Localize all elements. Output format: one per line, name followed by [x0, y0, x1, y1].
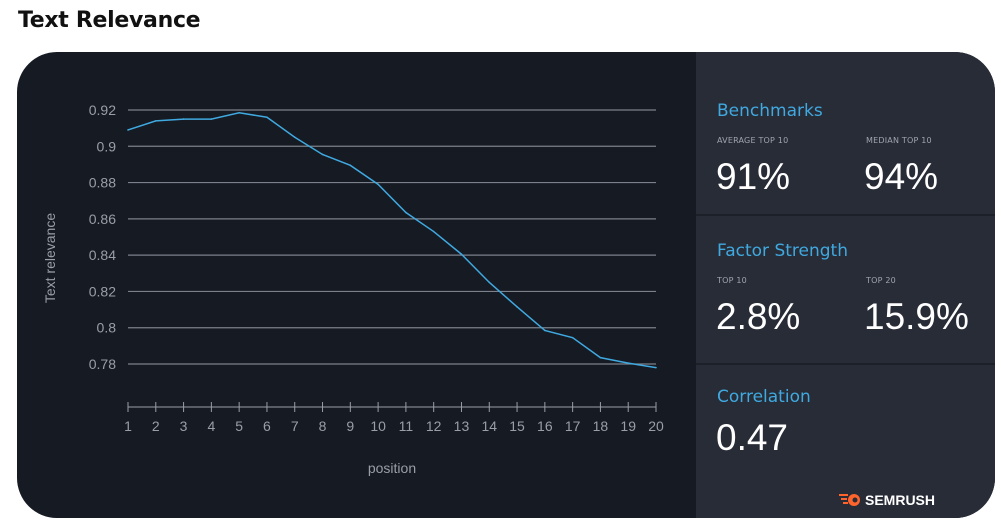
data-point [377, 183, 379, 186]
correlation-title: Correlation [717, 387, 811, 407]
y-tick-label: 0.78 [89, 356, 116, 372]
x-tick-label: 18 [593, 418, 609, 434]
x-tick-label: 13 [454, 418, 470, 434]
data-point [432, 230, 435, 233]
top10-value: 2.8% [716, 296, 801, 337]
data-point [154, 120, 157, 122]
data-point [627, 362, 630, 364]
data-point [488, 281, 491, 284]
x-tick-label: 10 [370, 418, 386, 434]
data-point [599, 356, 602, 359]
average-top10-label: AVERAGE TOP 10 [717, 136, 789, 145]
x-tick-label: 2 [152, 418, 160, 434]
data-point [349, 164, 352, 167]
data-point [266, 116, 268, 119]
x-axis-label: position [368, 460, 416, 476]
relevance-line [127, 111, 657, 369]
x-tick-label: 15 [509, 418, 525, 434]
data-point [210, 118, 213, 120]
y-tick-label: 0.9 [97, 138, 117, 154]
data-point [516, 306, 518, 308]
data-point [182, 118, 185, 120]
data-point [571, 336, 574, 339]
chart-card: 0.92 0.9 0.88 0.86 0.84 0.82 0.8 0.78 1 2 3 4 5 6 7 8 9 1… [17, 52, 995, 518]
y-tick-label: 0.88 [89, 175, 116, 191]
x-tick-label: 19 [620, 418, 636, 434]
x-tick-label: 3 [180, 418, 188, 434]
data-point [544, 329, 546, 332]
average-top10-value: 91% [716, 156, 791, 197]
y-tick-label: 0.84 [89, 247, 116, 263]
correlation-section: Correlation 0.47 [696, 365, 995, 518]
y-tick-label: 0.8 [97, 320, 117, 336]
factor-strength-section: Factor Strength TOP 10 2.8% TOP 20 15.9% [696, 216, 995, 365]
top20-label: TOP 20 [866, 276, 896, 285]
correlation-value: 0.47 [716, 417, 789, 458]
x-tick-label: 6 [263, 418, 271, 434]
data-point [405, 211, 407, 214]
x-tick-label: 17 [565, 418, 581, 434]
y-axis-label: Text relevance [42, 213, 58, 303]
y-tick-label: 0.82 [89, 283, 116, 299]
semrush-flame-icon [839, 494, 860, 506]
x-tick-label: 11 [399, 418, 414, 434]
x-tick-label: 20 [648, 418, 664, 434]
benchmarks-section: Benchmarks AVERAGE TOP 10 91% MEDIAN TOP… [696, 52, 995, 216]
x-tick-label: 4 [207, 418, 215, 434]
benchmarks-title: Benchmarks [717, 101, 823, 121]
top10-label: TOP 10 [717, 276, 747, 285]
x-tick-label: 5 [235, 418, 243, 434]
page-title: Text Relevance [18, 8, 201, 33]
y-tick-label: 0.92 [89, 102, 116, 118]
line-chart: 0.920.90.880.860.840.820.80.781 2 3 4 5 6 7 8 9 1… [42, 102, 664, 476]
factor-strength-title: Factor Strength [717, 241, 848, 261]
median-top10-label: MEDIAN TOP 10 [866, 136, 932, 145]
data-point [238, 111, 240, 114]
top20-value: 15.9% [864, 296, 969, 337]
stats-panel: Benchmarks AVERAGE TOP 10 91% MEDIAN TOP… [696, 52, 995, 518]
semrush-logo: SEMRUSH [839, 492, 935, 508]
x-tick-label: 8 [319, 418, 327, 434]
data-point [293, 136, 296, 139]
data-point [321, 153, 324, 156]
data-point [127, 129, 129, 131]
brand-name: SEMRUSH [865, 492, 936, 508]
data-point [655, 366, 657, 369]
x-tick-label: 12 [426, 418, 442, 434]
y-tick-label: 0.86 [89, 211, 116, 227]
x-tick-label: 1 [124, 418, 132, 434]
x-tick-label: 14 [481, 418, 497, 434]
median-top10-value: 94% [864, 156, 939, 197]
x-tick-label: 16 [537, 418, 553, 434]
x-tick-label: 9 [346, 418, 354, 434]
x-tick-label: 7 [291, 418, 299, 434]
data-point [460, 253, 463, 256]
